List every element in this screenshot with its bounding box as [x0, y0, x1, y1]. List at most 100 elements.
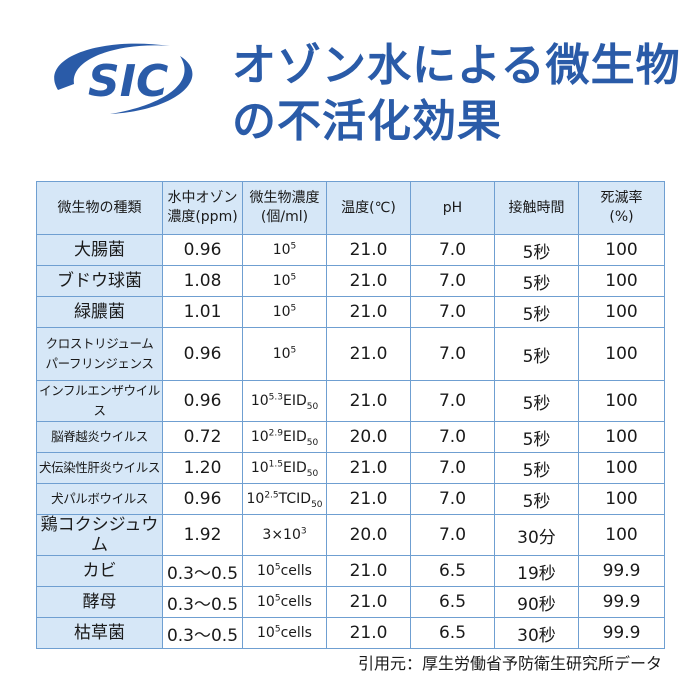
ph-cell: 7.0: [410, 234, 495, 266]
rate-cell: 100: [578, 483, 665, 515]
density-cell: 105: [242, 265, 327, 297]
temperature-cell: 21.0: [326, 483, 411, 515]
time-cell: 19秒: [494, 555, 579, 587]
density-cell: 105: [242, 234, 327, 266]
ph-cell: 7.0: [410, 421, 495, 453]
density-cell: 105cells: [242, 617, 327, 649]
rate-cell: 100: [578, 380, 665, 422]
rate-cell: 99.9: [578, 555, 665, 587]
organism-cell: 緑膿菌: [36, 296, 163, 328]
header-ph: pH: [410, 181, 495, 235]
ph-cell: 6.5: [410, 586, 495, 618]
table-header-row: 微生物の種類 水中オゾン 濃度(ppm) 微生物濃度 (個/ml) 温度(℃) …: [36, 181, 665, 235]
header-organism: 微生物の種類: [36, 181, 163, 235]
organism-cell: 酵母: [36, 586, 163, 618]
header-contact-time: 接触時間: [494, 181, 579, 235]
ph-cell: 7.0: [410, 327, 495, 381]
table-row: 脳脊越炎ウイルス 0.72 102.9EID50 20.0 7.0 5秒 100: [36, 421, 665, 453]
density-cell: 105: [242, 296, 327, 328]
table-row: クロストリジューム パーフリンジェンス 0.96 105 21.0 7.0 5秒…: [36, 327, 665, 381]
ozone-cell: 1.08: [162, 265, 243, 297]
temperature-cell: 20.0: [326, 514, 411, 556]
table-row: インフルエンザウイルス 0.96 105.3EID50 21.0 7.0 5秒 …: [36, 380, 665, 422]
rate-cell: 100: [578, 514, 665, 556]
header-density: 微生物濃度 (個/ml): [242, 181, 327, 235]
organism-cell: 犬パルボウイルス: [36, 483, 163, 515]
ph-cell: 7.0: [410, 483, 495, 515]
time-cell: 90秒: [494, 586, 579, 618]
organism-cell: 犬伝染性肝炎ウイルス: [36, 452, 163, 484]
rate-cell: 100: [578, 265, 665, 297]
time-cell: 5秒: [494, 380, 579, 422]
organism-cell: 大腸菌: [36, 234, 163, 266]
organism-cell: ブドウ球菌: [36, 265, 163, 297]
density-cell: 102.9EID50: [242, 421, 327, 453]
temperature-cell: 21.0: [326, 617, 411, 649]
time-cell: 5秒: [494, 483, 579, 515]
ph-cell: 6.5: [410, 617, 495, 649]
ozone-cell: 0.96: [162, 380, 243, 422]
header-ozone: 水中オゾン 濃度(ppm): [162, 181, 243, 235]
time-cell: 5秒: [494, 421, 579, 453]
temperature-cell: 21.0: [326, 265, 411, 297]
time-cell: 5秒: [494, 265, 579, 297]
density-cell: 101.5EID50: [242, 452, 327, 484]
table-row: 鶏コクシジュウム 1.92 3×103 20.0 7.0 30分 100: [36, 514, 665, 556]
ozone-cell: 0.3～0.5: [162, 617, 243, 649]
temperature-cell: 21.0: [326, 586, 411, 618]
table-row: 枯草菌 0.3～0.5 105cells 21.0 6.5 30秒 99.9: [36, 617, 665, 649]
title-line-2: の不活化効果: [232, 96, 502, 147]
page-title: オゾン水による微生物 の不活化効果: [232, 38, 681, 150]
rate-cell: 100: [578, 452, 665, 484]
organism-cell: 脳脊越炎ウイルス: [36, 421, 163, 453]
organism-cell: クロストリジューム パーフリンジェンス: [36, 327, 163, 381]
ozone-cell: 0.72: [162, 421, 243, 453]
ozone-cell: 0.3～0.5: [162, 586, 243, 618]
ph-cell: 7.0: [410, 296, 495, 328]
ph-cell: 7.0: [410, 265, 495, 297]
table-row: 犬伝染性肝炎ウイルス 1.20 101.5EID50 21.0 7.0 5秒 1…: [36, 452, 665, 484]
rate-cell: 100: [578, 234, 665, 266]
rate-cell: 100: [578, 296, 665, 328]
temperature-cell: 21.0: [326, 555, 411, 587]
table-row: 酵母 0.3～0.5 105cells 21.0 6.5 90秒 99.9: [36, 586, 665, 618]
organism-cell: カビ: [36, 555, 163, 587]
time-cell: 5秒: [494, 452, 579, 484]
ozone-cell: 1.01: [162, 296, 243, 328]
density-cell: 105.3EID50: [242, 380, 327, 422]
rate-cell: 100: [578, 421, 665, 453]
source-note: 引用元：厚生労働省予防衛生研究所データ: [357, 654, 662, 673]
table-row: カビ 0.3～0.5 105cells 21.0 6.5 19秒 99.9: [36, 555, 665, 587]
sic-logo: SIC: [54, 43, 193, 114]
ozone-cell: 1.20: [162, 452, 243, 484]
time-cell: 5秒: [494, 296, 579, 328]
density-cell: 3×103: [242, 514, 327, 556]
ozone-cell: 0.96: [162, 234, 243, 266]
ozone-cell: 0.96: [162, 483, 243, 515]
title-line-1: オゾン水による微生物: [232, 40, 681, 91]
ph-cell: 7.0: [410, 514, 495, 556]
ozone-cell: 0.96: [162, 327, 243, 381]
time-cell: 30秒: [494, 617, 579, 649]
ozone-cell: 0.3～0.5: [162, 555, 243, 587]
temperature-cell: 21.0: [326, 452, 411, 484]
density-cell: 105cells: [242, 586, 327, 618]
density-cell: 102.5TCID50: [242, 483, 327, 515]
header-kill-rate: 死滅率 (%): [578, 181, 665, 235]
ozone-cell: 1.92: [162, 514, 243, 556]
time-cell: 5秒: [494, 234, 579, 266]
organism-cell: 枯草菌: [36, 617, 163, 649]
ph-cell: 7.0: [410, 380, 495, 422]
rate-cell: 99.9: [578, 617, 665, 649]
table-row: 大腸菌 0.96 105 21.0 7.0 5秒 100: [36, 234, 665, 266]
table-row: 犬パルボウイルス 0.96 102.5TCID50 21.0 7.0 5秒 10…: [36, 483, 665, 515]
ph-cell: 7.0: [410, 452, 495, 484]
organism-cell: インフルエンザウイルス: [36, 380, 163, 422]
temperature-cell: 20.0: [326, 421, 411, 453]
time-cell: 5秒: [494, 327, 579, 381]
header: SIC オゾン水による微生物 の不活化効果: [0, 0, 700, 175]
temperature-cell: 21.0: [326, 380, 411, 422]
temperature-cell: 21.0: [326, 296, 411, 328]
density-cell: 105: [242, 327, 327, 381]
rate-cell: 100: [578, 327, 665, 381]
